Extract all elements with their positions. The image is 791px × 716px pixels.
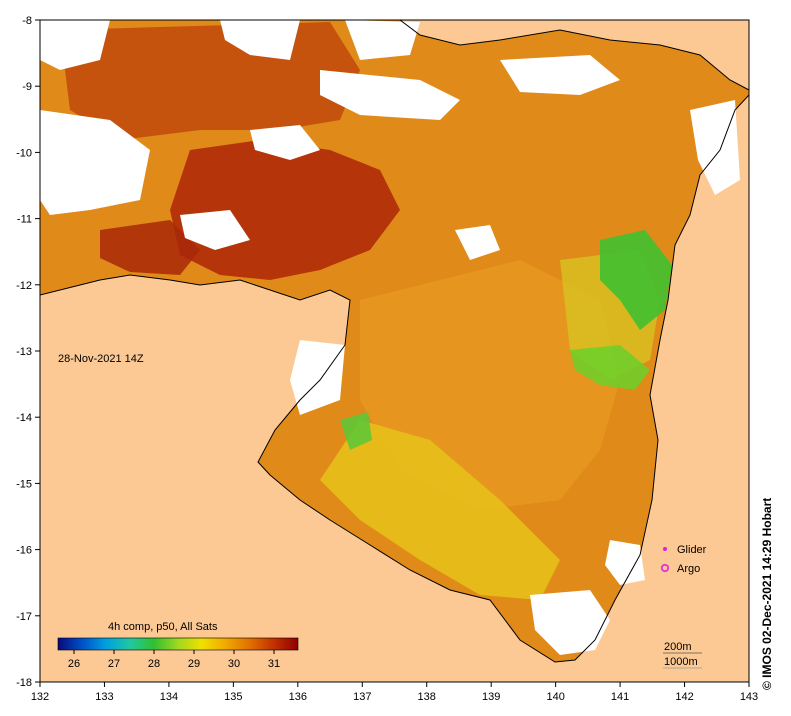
glider-marker-icon bbox=[663, 547, 667, 551]
date-label: 28-Nov-2021 14Z bbox=[58, 353, 144, 365]
contour-1000m-label: 1000m bbox=[664, 656, 698, 668]
lon-tick-label: 138 bbox=[418, 691, 436, 703]
lon-tick-label: 143 bbox=[740, 691, 758, 703]
green-sst-patch-3 bbox=[340, 412, 372, 450]
lon-tick-label: 134 bbox=[160, 691, 178, 703]
cool-sst-south bbox=[320, 420, 560, 600]
cloud-patch bbox=[455, 225, 500, 260]
cloud-patch bbox=[530, 590, 610, 655]
lon-tick-label: 142 bbox=[675, 691, 693, 703]
cloud-patch bbox=[250, 125, 320, 160]
lat-tick-label: -18 bbox=[16, 677, 32, 689]
colorbar-tick-label: 26 bbox=[68, 658, 80, 670]
cloud-patch bbox=[320, 70, 460, 120]
lat-tick-label: -12 bbox=[16, 280, 32, 292]
colorbar-legend: 4h comp, p50, All Sats 26 27 28 29 30 31 bbox=[57, 621, 299, 670]
cloud-patch bbox=[40, 110, 150, 215]
colorbar-tick-label: 31 bbox=[268, 658, 280, 670]
colorbar bbox=[57, 637, 299, 651]
lat-tick-label: -10 bbox=[16, 147, 32, 159]
depth-contour-legend: 200m 1000m bbox=[663, 641, 702, 669]
lon-tick-label: 141 bbox=[611, 691, 629, 703]
colorbar-tick-label: 28 bbox=[148, 658, 160, 670]
lat-tick-label: -13 bbox=[16, 346, 32, 358]
cloud-patch bbox=[40, 20, 110, 70]
lat-tick-label: -15 bbox=[16, 478, 32, 490]
contour-200m-label: 200m bbox=[664, 641, 692, 653]
lon-tick-label: 137 bbox=[353, 691, 371, 703]
colorbar-title: 4h comp, p50, All Sats bbox=[108, 621, 218, 633]
lat-tick-label: -14 bbox=[16, 412, 32, 424]
coastline-north bbox=[399, 20, 749, 91]
colorbar-tick-label: 27 bbox=[108, 658, 120, 670]
credit-label: © IMOS 02-Dec-2021 14:29 Hobart bbox=[760, 497, 774, 690]
lat-tick-label: -8 bbox=[22, 15, 32, 27]
green-sst-patch bbox=[600, 230, 672, 330]
lon-tick-label: 136 bbox=[289, 691, 307, 703]
lon-tick-label: 140 bbox=[546, 691, 564, 703]
cloud-patch bbox=[605, 540, 645, 585]
green-sst-patch-2 bbox=[570, 345, 650, 390]
argo-label: Argo bbox=[677, 563, 700, 575]
cloud-patch bbox=[500, 55, 620, 95]
lon-tick-label: 139 bbox=[482, 691, 500, 703]
lat-tick-label: -17 bbox=[16, 611, 32, 623]
north-land bbox=[400, 20, 749, 90]
cloud-patch bbox=[345, 20, 420, 60]
cloud-patch bbox=[220, 20, 300, 60]
argo-marker-icon bbox=[660, 563, 669, 572]
map-plot-area bbox=[40, 20, 749, 682]
lat-tick-label: -16 bbox=[16, 545, 32, 557]
marker-legend: Glider Argo bbox=[660, 544, 707, 575]
lon-tick-label: 132 bbox=[31, 691, 49, 703]
lon-tick-label: 135 bbox=[224, 691, 242, 703]
lat-tick-label: -9 bbox=[22, 81, 32, 93]
cloud-patch bbox=[690, 100, 740, 195]
lon-tick-label: 133 bbox=[95, 691, 113, 703]
lat-tick-label: -11 bbox=[17, 214, 32, 226]
cloud-patch bbox=[180, 210, 250, 250]
glider-label: Glider bbox=[677, 544, 707, 556]
latitude-axis: -8 -9 -10 -11 -12 -13 -14 -15 -16 -17 -18 bbox=[16, 15, 40, 689]
colorbar-tick-label: 29 bbox=[188, 658, 200, 670]
colorbar-ticks: 26 27 28 29 30 31 bbox=[68, 650, 280, 670]
hot-sst-west-2 bbox=[100, 220, 200, 275]
coastline-gulf bbox=[40, 94, 749, 663]
longitude-axis: 132 133 134 135 136 137 138 139 140 141 142 143 bbox=[31, 682, 758, 703]
colorbar-tick-label: 30 bbox=[228, 658, 240, 670]
